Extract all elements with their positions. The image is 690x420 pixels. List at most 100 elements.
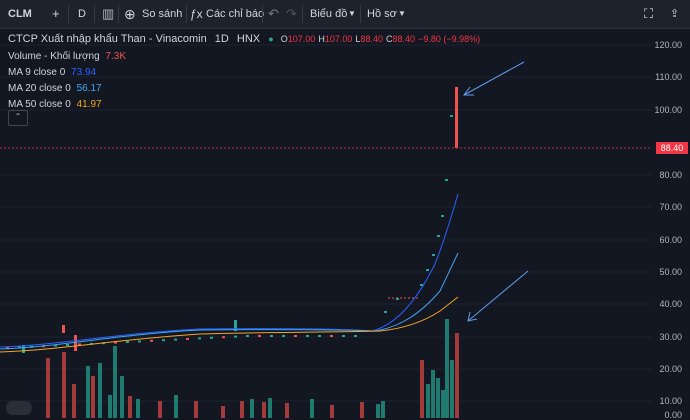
candle xyxy=(234,335,237,338)
collapse-legend-button[interactable]: ⌃ xyxy=(8,110,28,126)
candle xyxy=(126,341,129,343)
volume-bar xyxy=(128,396,132,418)
ohlc-low-label: L xyxy=(355,34,361,44)
ma20-line xyxy=(0,252,459,350)
candle xyxy=(441,215,444,217)
annotation-arrow-top xyxy=(463,61,525,96)
volume-bar xyxy=(441,390,445,418)
ma9-legend: MA 9 close 0 73.94 xyxy=(8,67,96,78)
candle xyxy=(450,115,453,117)
price-axis-label: 50.00 xyxy=(659,267,682,277)
candles-icon[interactable]: ▥ xyxy=(102,6,115,21)
fullscreen-icon[interactable]: ⛶ xyxy=(644,6,654,21)
candle xyxy=(432,254,435,256)
candle xyxy=(22,345,25,353)
volume-bar xyxy=(250,399,254,418)
toolbar-divider xyxy=(186,5,187,23)
volume-bar xyxy=(455,333,459,418)
ohlc-high-label: H xyxy=(318,34,325,44)
toolbar-divider xyxy=(302,5,303,23)
candle xyxy=(162,339,165,342)
annotation-arrow-bottom xyxy=(467,270,529,322)
chart-area[interactable]: CTCP Xuất nhập khẩu Than - Vinacomin 1D … xyxy=(0,29,690,420)
profile-button[interactable]: Hồ sơ xyxy=(367,8,397,20)
ohlc-low: 88.40 xyxy=(360,34,383,44)
volume-bar xyxy=(158,401,162,418)
redo-icon[interactable]: ↷ xyxy=(286,6,297,21)
price-axis-label: 20.00 xyxy=(659,364,682,374)
volume-bar xyxy=(376,404,380,418)
chart-legend: CTCP Xuất nhập khẩu Than - Vinacomin 1D … xyxy=(8,33,480,45)
symbol-button[interactable]: CLM xyxy=(8,8,32,20)
snapshot-icon[interactable]: ⇪ xyxy=(670,8,680,20)
volume-bar xyxy=(262,402,266,418)
candle xyxy=(210,336,213,339)
ohlc-open-label: O xyxy=(280,34,288,44)
toolbar-divider xyxy=(262,5,263,23)
candle xyxy=(66,344,69,346)
candle xyxy=(222,336,225,339)
ohlc-close-label: C xyxy=(386,34,393,44)
price-axis-label: 100.00 xyxy=(654,105,682,115)
toolbar-divider xyxy=(360,5,361,23)
undo-icon[interactable]: ↶ xyxy=(268,6,279,21)
volume-bar xyxy=(194,401,198,418)
ma9-value: 73.94 xyxy=(71,67,97,78)
volume-bar xyxy=(285,403,289,418)
volume-bar xyxy=(450,360,454,418)
volume-bar xyxy=(86,366,90,418)
chart-type-button[interactable]: Biểu đồ xyxy=(310,8,348,20)
chevron-down-icon[interactable]: ▼ xyxy=(348,9,356,18)
candle xyxy=(62,325,65,333)
volume-legend: Volume - Khối lượng 7.3K xyxy=(8,51,126,62)
volume-bars xyxy=(46,319,459,418)
compare-icon[interactable]: ⊕ xyxy=(124,6,136,22)
chart-plot[interactable] xyxy=(0,29,690,418)
ohlc-high: 107.00 xyxy=(324,34,353,44)
ma9-label: MA 9 close 0 xyxy=(8,67,66,78)
candle xyxy=(138,340,141,343)
volume-bar xyxy=(136,399,140,418)
candle xyxy=(445,179,448,181)
price-axis-label: 40.00 xyxy=(659,299,682,309)
volume-value: 7.3K xyxy=(105,51,126,62)
candle xyxy=(306,335,309,337)
chevron-down-icon[interactable]: ▼ xyxy=(398,9,406,18)
last-price-tag: 88.40 xyxy=(656,142,688,154)
search-icon[interactable]: + xyxy=(52,6,60,21)
volume-bar xyxy=(426,384,430,418)
ma50-label: MA 50 close 0 xyxy=(8,99,71,110)
volume-bar xyxy=(240,401,244,418)
volume-bar xyxy=(46,358,50,418)
volume-bar xyxy=(91,376,95,418)
candle xyxy=(342,335,345,337)
volume-bar xyxy=(381,401,385,418)
toolbar-divider xyxy=(118,5,119,23)
candle xyxy=(246,335,249,337)
volume-bar xyxy=(108,395,112,418)
candle xyxy=(437,235,440,237)
candle xyxy=(318,335,321,337)
toolbar-divider xyxy=(68,5,69,23)
price-axis-label: 30.00 xyxy=(659,332,682,342)
candle xyxy=(270,335,273,337)
candle xyxy=(114,341,117,344)
candle xyxy=(282,335,285,337)
volume-bar xyxy=(268,398,272,418)
candle xyxy=(396,298,399,300)
ma50-legend: MA 50 close 0 41.97 xyxy=(8,99,102,110)
last-candle xyxy=(455,87,458,148)
compare-button[interactable]: So sánh xyxy=(142,8,183,20)
legend-interval: 1D xyxy=(214,33,229,45)
price-axis-label: 0.00 xyxy=(664,410,682,420)
candle xyxy=(186,338,189,340)
interval-button[interactable]: D xyxy=(78,8,86,20)
indicators-icon[interactable]: ƒx xyxy=(190,7,203,21)
candles xyxy=(6,87,458,353)
tradingview-logo[interactable] xyxy=(6,401,32,415)
candle xyxy=(78,343,81,346)
indicators-button[interactable]: Các chỉ báo xyxy=(206,8,265,20)
candle xyxy=(198,337,201,340)
instrument-title: CTCP Xuất nhập khẩu Than - Vinacomin xyxy=(8,33,207,45)
volume-bar xyxy=(72,384,76,418)
